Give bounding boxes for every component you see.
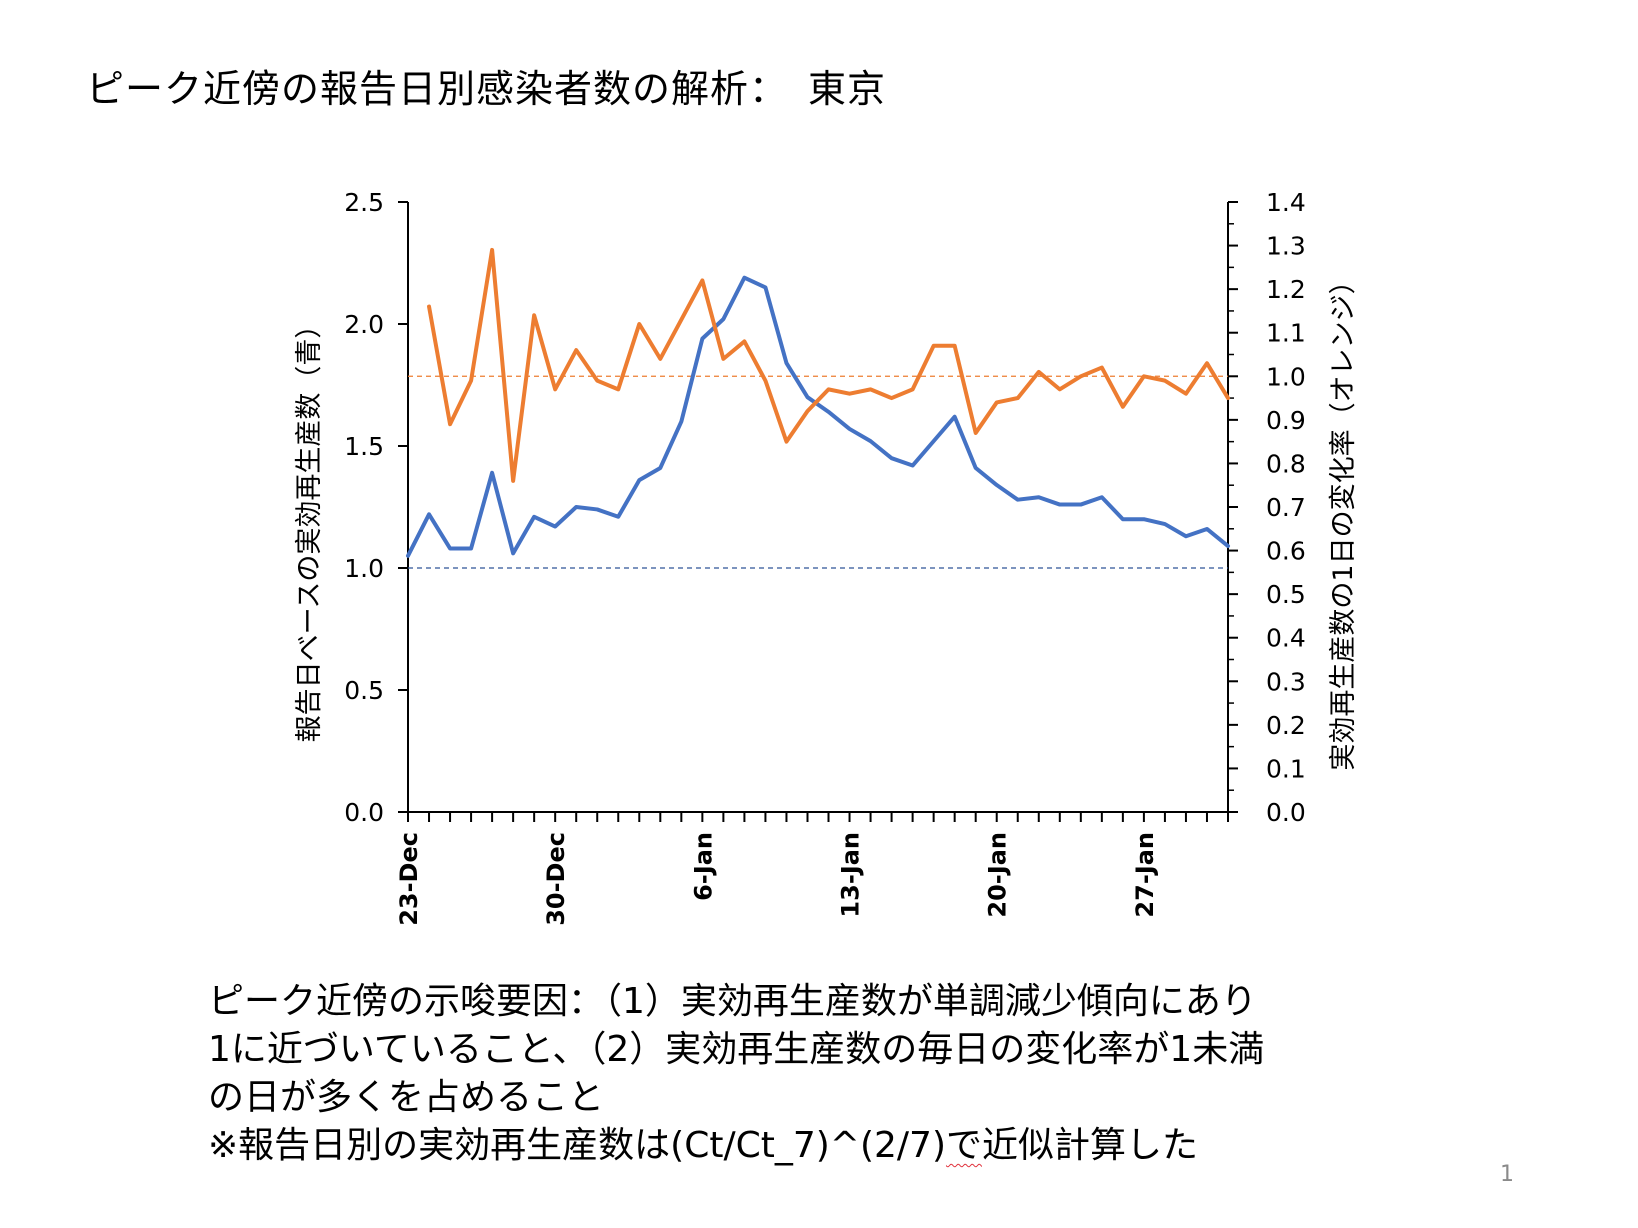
right-tick-label: 0.7	[1266, 493, 1306, 522]
x-tick-label: 6-Jan	[689, 832, 717, 901]
right-axis-title: 実効再生産数の1日の変化率（オレンジ）	[1328, 267, 1359, 770]
right-tick-label: 0.0	[1266, 798, 1306, 827]
x-tick-label: 27-Jan	[1131, 832, 1159, 918]
right-tick-label: 0.4	[1266, 624, 1306, 653]
formula-suffix: 近似計算した	[982, 1125, 1199, 1166]
left-tick-label: 0.0	[344, 798, 384, 827]
right-tick-label: 0.1	[1266, 754, 1306, 783]
right-tick-label: 1.2	[1266, 275, 1306, 304]
x-tick-label: 23-Dec	[395, 832, 423, 926]
right-tick-label: 0.8	[1266, 449, 1306, 478]
left-tick-label: 2.0	[344, 310, 384, 339]
right-tick-label: 1.4	[1266, 188, 1306, 217]
right-tick-label: 0.2	[1266, 711, 1306, 740]
left-tick-label: 1.0	[344, 554, 384, 583]
right-tick-label: 0.5	[1266, 580, 1306, 609]
page-number: 1	[1500, 1162, 1514, 1187]
slide-title: ピーク近傍の報告日別感染者数の解析： 東京	[86, 67, 887, 111]
x-tick-label: 20-Jan	[984, 832, 1012, 918]
note-block: ピーク近傍の示唆要因：（1）実効再生産数が単調減少傾向にあり 1に近づいているこ…	[208, 978, 1468, 1170]
blue-series-line	[406, 275, 1230, 558]
formula-prefix: ※報告日別の実効再生産数は(Ct/Ct_7)^(2/7)	[208, 1125, 946, 1166]
orange-series-line	[427, 247, 1230, 483]
x-tick-label: 13-Jan	[837, 832, 865, 918]
right-tick-label: 1.1	[1266, 319, 1306, 348]
x-tick-label: 30-Dec	[542, 832, 570, 926]
chart: 0.0 0.5 1.0 1.5 2.0 2.5 0.0 0.1 0.2 0.3 0.4 0.5 0.6 0…	[294, 188, 1359, 926]
note-line-1: ピーク近傍の示唆要因：（1）実効再生産数が単調減少傾向にあり	[208, 981, 1257, 1022]
left-tick-label: 1.5	[344, 432, 384, 461]
note-line-3: の日が多くを占めること	[208, 1077, 605, 1118]
right-tick-label: 1.3	[1266, 232, 1306, 261]
formula-underlined: で	[945, 1125, 982, 1166]
right-tick-label: 0.3	[1266, 667, 1306, 696]
right-tick-label: 0.6	[1266, 537, 1306, 566]
note-line-2: 1に近づいていること、（2）実効再生産数の毎日の変化率が1未満	[208, 1029, 1265, 1070]
right-tick-label: 1.0	[1266, 362, 1306, 391]
right-tick-label: 0.9	[1266, 406, 1306, 435]
formula-note: ※報告日別の実効再生産数は(Ct/Ct_7)^(2/7)で近似計算した	[208, 1122, 1468, 1170]
left-axis-title: 報告日ベースの実効再生産数（青）	[294, 312, 325, 743]
left-tick-label: 2.5	[344, 188, 384, 217]
left-tick-label: 0.5	[344, 676, 384, 705]
